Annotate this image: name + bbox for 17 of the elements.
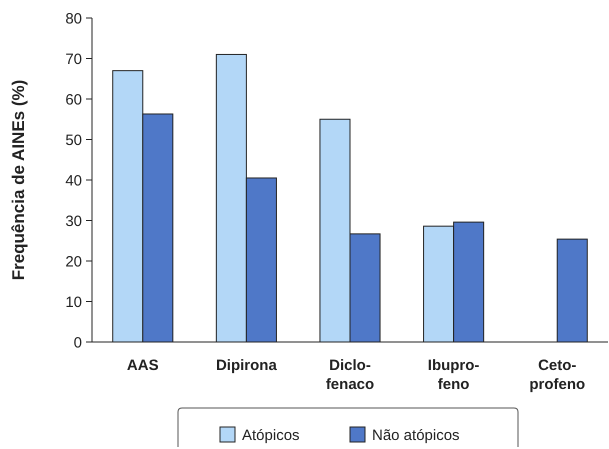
- y-tick-label: 70: [65, 50, 82, 68]
- y-tick-label: 50: [65, 132, 82, 149]
- legend-label: Atópicos: [242, 427, 300, 444]
- legend-label: Não atópicos: [372, 427, 460, 444]
- y-tick-label: 80: [65, 10, 82, 28]
- x-tick-label: Diclo- fenaco: [326, 357, 374, 393]
- x-tick-label: Dipirona: [216, 357, 278, 374]
- y-axis-title: Frequência de AINEs (%): [9, 80, 28, 280]
- x-tick-label: Ibupro- feno: [428, 357, 480, 393]
- x-tick-label: AAS: [126, 357, 159, 374]
- x-tick-label: Ceto- profeno: [529, 357, 586, 393]
- y-tick-label: 10: [65, 294, 82, 311]
- y-tick-label: 0: [74, 334, 82, 352]
- y-tick-label: 60: [65, 91, 82, 108]
- y-tick-label: 30: [65, 212, 82, 230]
- y-tick-label: 20: [65, 253, 82, 270]
- y-tick-label: 40: [65, 172, 82, 190]
